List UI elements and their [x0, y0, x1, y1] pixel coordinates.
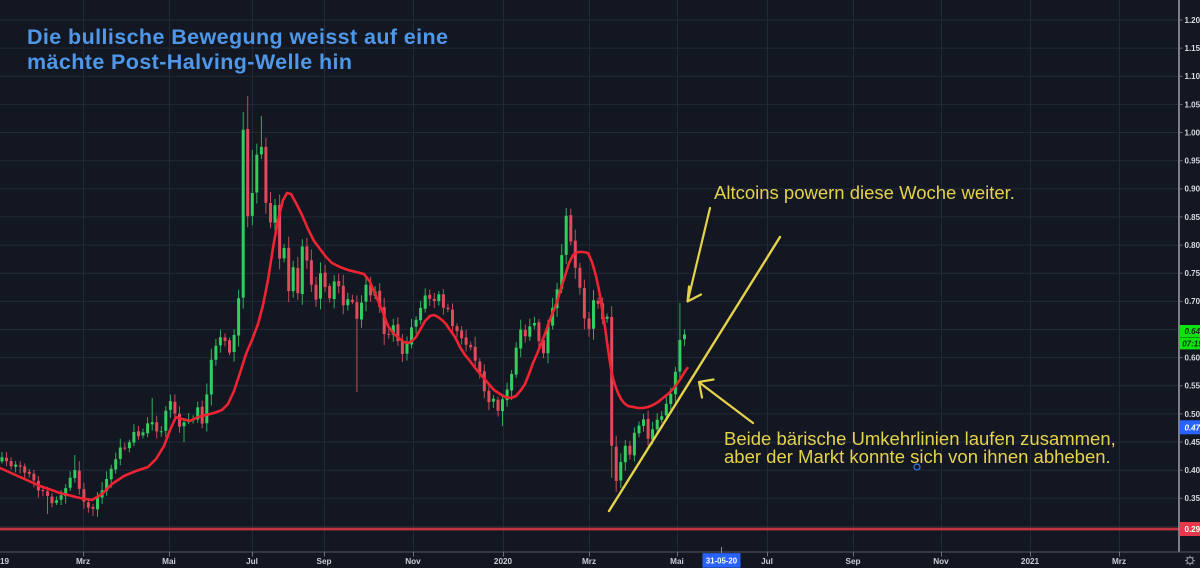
- svg-text:aber der Markt konnte sich von: aber der Markt konnte sich von ihnen abh…: [724, 446, 1111, 467]
- svg-text:1.15: 1.15: [1185, 44, 1200, 53]
- svg-text:Jul: Jul: [761, 557, 773, 566]
- svg-text:Sep: Sep: [845, 557, 860, 566]
- svg-text:0.47: 0.47: [1185, 424, 1200, 433]
- svg-text:Beide bärische Umkehrlinien la: Beide bärische Umkehrlinien laufen zusam…: [724, 428, 1116, 449]
- svg-text:1.00: 1.00: [1185, 128, 1200, 137]
- svg-text:Mai: Mai: [670, 557, 684, 566]
- svg-text:Mrz: Mrz: [76, 557, 90, 566]
- svg-text:Altcoins powern diese Woche we: Altcoins powern diese Woche weiter.: [714, 182, 1015, 203]
- svg-text:Jul: Jul: [246, 557, 258, 566]
- svg-text:Nov: Nov: [933, 557, 949, 566]
- svg-text:mächte Post-Halving-Welle hin: mächte Post-Halving-Welle hin: [27, 50, 352, 74]
- svg-text:0.29: 0.29: [1185, 525, 1200, 534]
- svg-text:Die bullische Bewegung weisst: Die bullische Bewegung weisst auf eine: [27, 25, 448, 49]
- svg-text:1.20: 1.20: [1185, 16, 1200, 25]
- svg-text:Mai: Mai: [162, 557, 176, 566]
- svg-text:0.90: 0.90: [1185, 185, 1200, 194]
- svg-text:0.40: 0.40: [1185, 466, 1200, 475]
- svg-text:2021: 2021: [1021, 557, 1040, 566]
- svg-text:Mrz: Mrz: [1112, 557, 1126, 566]
- svg-text:0.75: 0.75: [1185, 269, 1200, 278]
- svg-text:0.70: 0.70: [1185, 297, 1200, 306]
- svg-text:1.10: 1.10: [1185, 72, 1200, 81]
- svg-text:0.55: 0.55: [1185, 382, 1200, 391]
- svg-text:0.60: 0.60: [1185, 354, 1200, 363]
- svg-text:Nov: Nov: [405, 557, 421, 566]
- svg-text:19: 19: [0, 557, 10, 566]
- svg-text:Sep: Sep: [316, 557, 331, 566]
- svg-text:0.85: 0.85: [1185, 213, 1200, 222]
- svg-text:0.95: 0.95: [1185, 157, 1200, 166]
- svg-text:Mrz: Mrz: [582, 557, 596, 566]
- svg-text:0.35: 0.35: [1185, 494, 1200, 503]
- svg-text:31-05-20: 31-05-20: [706, 557, 738, 566]
- svg-text:07:19: 07:19: [1182, 340, 1200, 349]
- svg-text:2020: 2020: [494, 557, 513, 566]
- svg-text:0.80: 0.80: [1185, 241, 1200, 250]
- svg-text:0.64: 0.64: [1185, 327, 1200, 336]
- svg-text:0.50: 0.50: [1185, 410, 1200, 419]
- svg-text:1.05: 1.05: [1185, 100, 1200, 109]
- svg-text:0.45: 0.45: [1185, 438, 1200, 447]
